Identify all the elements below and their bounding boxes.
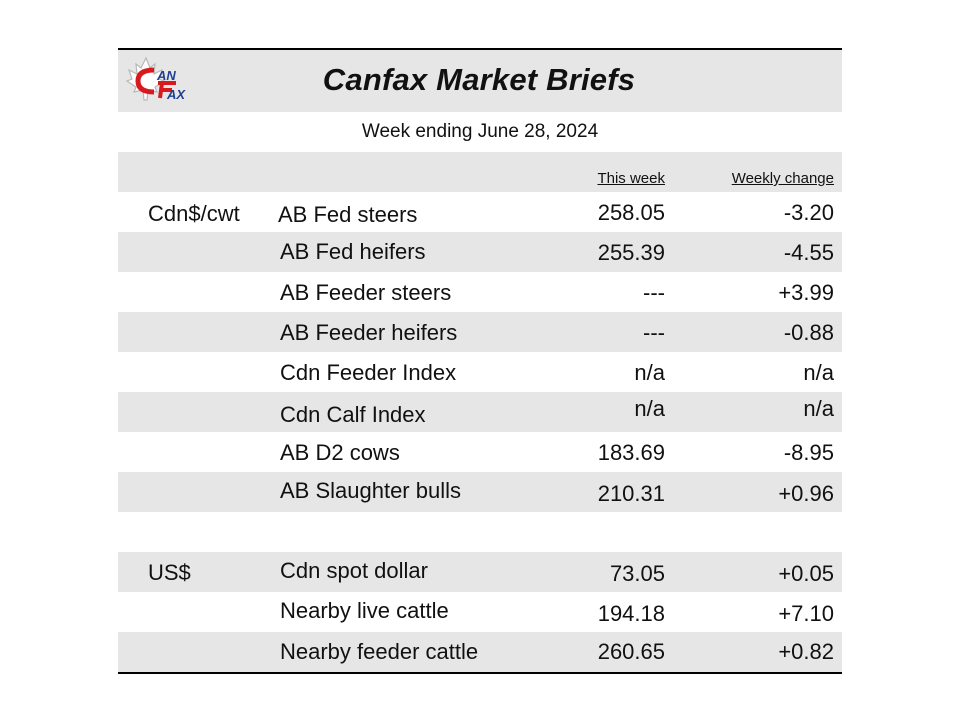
week-ending-subtitle: Week ending June 28, 2024	[361, 121, 599, 142]
col-header-weekly-change: Weekly change	[731, 170, 834, 187]
table-row: US$ Cdn spot dollar 73.05 +0.05	[118, 552, 842, 592]
row-label: AB Slaughter bulls	[280, 478, 461, 503]
row-this-week: ---	[643, 320, 665, 345]
row-weekly-change: +0.05	[778, 561, 834, 586]
table-row: AB D2 cows 183.69 -8.95	[118, 432, 842, 472]
row-label: AB Feeder heifers	[280, 320, 458, 345]
row-label: Cdn Calf Index	[280, 402, 426, 427]
row-this-week: 255.39	[597, 240, 665, 265]
row-label: AB D2 cows	[280, 440, 400, 465]
table-row: AB Feeder steers --- +3.99	[118, 272, 842, 312]
row-weekly-change: -3.20	[783, 200, 834, 225]
row-weekly-change: +7.10	[778, 601, 834, 626]
table-row: AB Slaughter bulls 210.31 +0.96	[118, 472, 842, 512]
row-this-week: n/a	[634, 360, 665, 385]
row-this-week: 183.69	[597, 440, 665, 465]
row-label: Nearby feeder cattle	[280, 639, 479, 664]
row-weekly-change: n/a	[803, 396, 834, 421]
page-title: Canfax Market Briefs	[322, 62, 636, 97]
row-weekly-change: -4.55	[783, 240, 834, 265]
col-header-this-week: This week	[597, 170, 665, 187]
row-label: Cdn Feeder Index	[280, 360, 457, 385]
row-weekly-change: n/a	[803, 360, 834, 385]
row-weekly-change: +0.82	[778, 639, 834, 664]
table-row: Cdn Calf Index n/a n/a	[118, 392, 842, 432]
row-this-week: 258.05	[597, 200, 665, 225]
canfax-logo-icon: AN AX	[125, 56, 186, 102]
market-brief-table: AN AX Canfax Market Briefs Week ending J…	[118, 48, 842, 674]
row-this-week: n/a	[634, 396, 665, 421]
table-row: Nearby feeder cattle 260.65 +0.82	[118, 632, 842, 672]
row-weekly-change: +3.99	[778, 280, 834, 305]
table-row: Cdn Feeder Index n/a n/a	[118, 352, 842, 392]
row-this-week: 73.05	[609, 561, 665, 586]
svg-text:AN: AN	[156, 68, 176, 83]
row-label: Nearby live cattle	[280, 598, 449, 623]
row-weekly-change: +0.96	[778, 481, 834, 506]
row-this-week: 210.31	[597, 481, 665, 506]
table-row: AB Fed heifers 255.39 -4.55	[118, 232, 842, 272]
section-unit-cad: Cdn$/cwt	[148, 201, 240, 226]
table-row: Cdn$/cwt AB Fed steers 258.05 -3.20	[118, 192, 842, 232]
row-label: AB Fed heifers	[280, 239, 426, 264]
brief-header: AN AX Canfax Market Briefs	[118, 50, 842, 112]
row-this-week: 260.65	[597, 639, 665, 664]
column-headers: This week Weekly change	[118, 152, 842, 192]
row-label: AB Fed steers	[278, 202, 418, 227]
row-weekly-change: -8.95	[783, 440, 834, 465]
row-label: Cdn spot dollar	[280, 558, 428, 583]
section-unit-usd: US$	[148, 560, 191, 585]
svg-text:AX: AX	[166, 87, 186, 102]
row-label: AB Feeder steers	[280, 280, 452, 305]
table-row: AB Feeder heifers --- -0.88	[118, 312, 842, 352]
row-weekly-change: -0.88	[783, 320, 834, 345]
row-this-week: 194.18	[597, 601, 665, 626]
row-this-week: ---	[643, 280, 665, 305]
section-spacer	[118, 512, 842, 552]
table-row: Nearby live cattle 194.18 +7.10	[118, 592, 842, 632]
